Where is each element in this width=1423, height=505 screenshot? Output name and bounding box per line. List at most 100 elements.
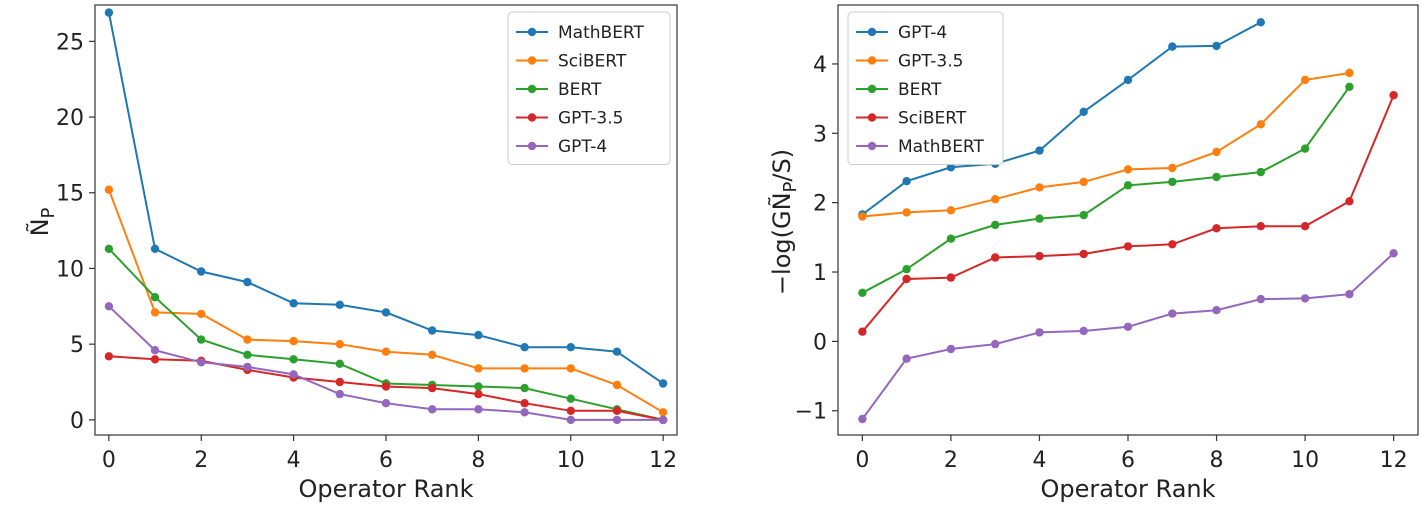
data-point: [150, 346, 160, 355]
data-point: [104, 8, 114, 17]
data-point: [902, 274, 911, 284]
data-point: [1389, 91, 1398, 100]
data-point: [858, 288, 867, 297]
data-point: [1123, 181, 1133, 190]
legend-label: SciBERT: [898, 109, 967, 129]
legend-item-bert: BERT: [856, 80, 942, 100]
data-point: [1168, 177, 1177, 187]
data-point: [566, 364, 575, 373]
legend-item-scibert: SciBERT: [856, 109, 967, 129]
data-point: [858, 414, 867, 424]
data-point: [1345, 82, 1354, 92]
data-point: [335, 377, 344, 387]
x-tick-label: 10: [1291, 448, 1319, 473]
data-point: [243, 277, 252, 287]
data-point: [1256, 18, 1266, 27]
data-point: [381, 308, 391, 317]
data-point: [1256, 120, 1266, 129]
data-point: [243, 362, 252, 372]
data-point: [428, 383, 437, 393]
legend-marker: [527, 27, 537, 37]
data-point: [197, 335, 206, 344]
data-point: [104, 244, 114, 253]
data-point: [612, 406, 622, 415]
legend-item-gpt-3.5: GPT-3.5: [856, 52, 963, 72]
data-point: [520, 383, 529, 393]
data-point: [902, 354, 911, 363]
legend-item-scibert: SciBERT: [516, 52, 627, 72]
series-scibert: [858, 91, 1398, 336]
data-point: [902, 208, 911, 217]
series-mathbert: [104, 8, 668, 388]
data-point: [946, 234, 956, 243]
data-point: [289, 355, 298, 364]
data-point: [991, 195, 1000, 204]
data-point: [335, 340, 344, 349]
data-point: [197, 267, 206, 276]
data-point: [520, 364, 529, 373]
x-tick-label: 2: [944, 448, 958, 473]
data-point: [335, 300, 344, 309]
data-point: [381, 382, 391, 391]
data-point: [1035, 146, 1044, 155]
data-point: [1300, 144, 1310, 153]
data-point: [289, 299, 298, 308]
legend-box: [507, 11, 671, 165]
x-axis-label: Operator Rank: [1040, 475, 1215, 503]
series-gpt-3.5: [858, 68, 1354, 221]
legend: GPT-4 GPT-3.5 BERT SciBERT MathBERT: [847, 11, 1004, 165]
data-point: [289, 336, 298, 346]
data-point: [858, 212, 867, 221]
data-point: [1389, 249, 1398, 258]
data-point: [991, 339, 1000, 349]
data-point: [658, 379, 668, 388]
data-point: [946, 206, 956, 215]
y-axis-label: −log(GÑP/S): [766, 149, 801, 295]
legend-label: MathBERT: [898, 137, 985, 157]
data-point: [1079, 210, 1088, 220]
data-point: [1035, 214, 1044, 223]
data-point: [1168, 309, 1177, 318]
data-point: [612, 415, 622, 425]
x-tick-label: 8: [471, 448, 485, 473]
legend-item-bert: BERT: [516, 80, 602, 100]
data-point: [197, 309, 206, 319]
legend-item-mathbert: MathBERT: [516, 23, 645, 43]
data-point: [658, 415, 668, 425]
y-tick-label: 4: [813, 53, 827, 78]
legend-label: GPT-4: [898, 23, 947, 43]
series-line-gpt-4: [861, 21, 1262, 216]
data-point: [197, 358, 206, 367]
y-tick-label: 5: [70, 333, 84, 358]
legend-label: SciBERT: [558, 52, 627, 72]
series-gpt-4: [858, 18, 1266, 219]
y-tick-label: 20: [56, 106, 84, 131]
legend-marker: [867, 141, 877, 151]
data-point: [1256, 222, 1266, 231]
legend-item-gpt-4: GPT-4: [516, 137, 607, 157]
legend-marker: [527, 141, 537, 151]
data-point: [1300, 75, 1310, 85]
legend-marker: [527, 56, 537, 65]
data-point: [150, 308, 160, 317]
data-point: [381, 399, 391, 408]
data-point: [335, 359, 344, 368]
data-point: [566, 415, 575, 425]
data-point: [1168, 163, 1177, 173]
y-tick-label: 3: [813, 122, 827, 147]
series-line-gpt-3.5: [862, 72, 1350, 218]
data-point: [946, 273, 956, 282]
data-point: [474, 382, 483, 391]
legend-label: BERT: [558, 80, 602, 100]
data-point: [1345, 68, 1354, 78]
y-tick-label: 25: [56, 30, 84, 55]
series-bert: [104, 244, 668, 425]
data-point: [335, 389, 344, 399]
x-tick-label: 0: [102, 448, 116, 473]
data-point: [991, 220, 1000, 230]
x-axis-label: Operator Rank: [298, 475, 473, 503]
data-point: [1300, 294, 1310, 303]
data-point: [1212, 224, 1221, 233]
legend-label: GPT-3.5: [898, 52, 963, 72]
